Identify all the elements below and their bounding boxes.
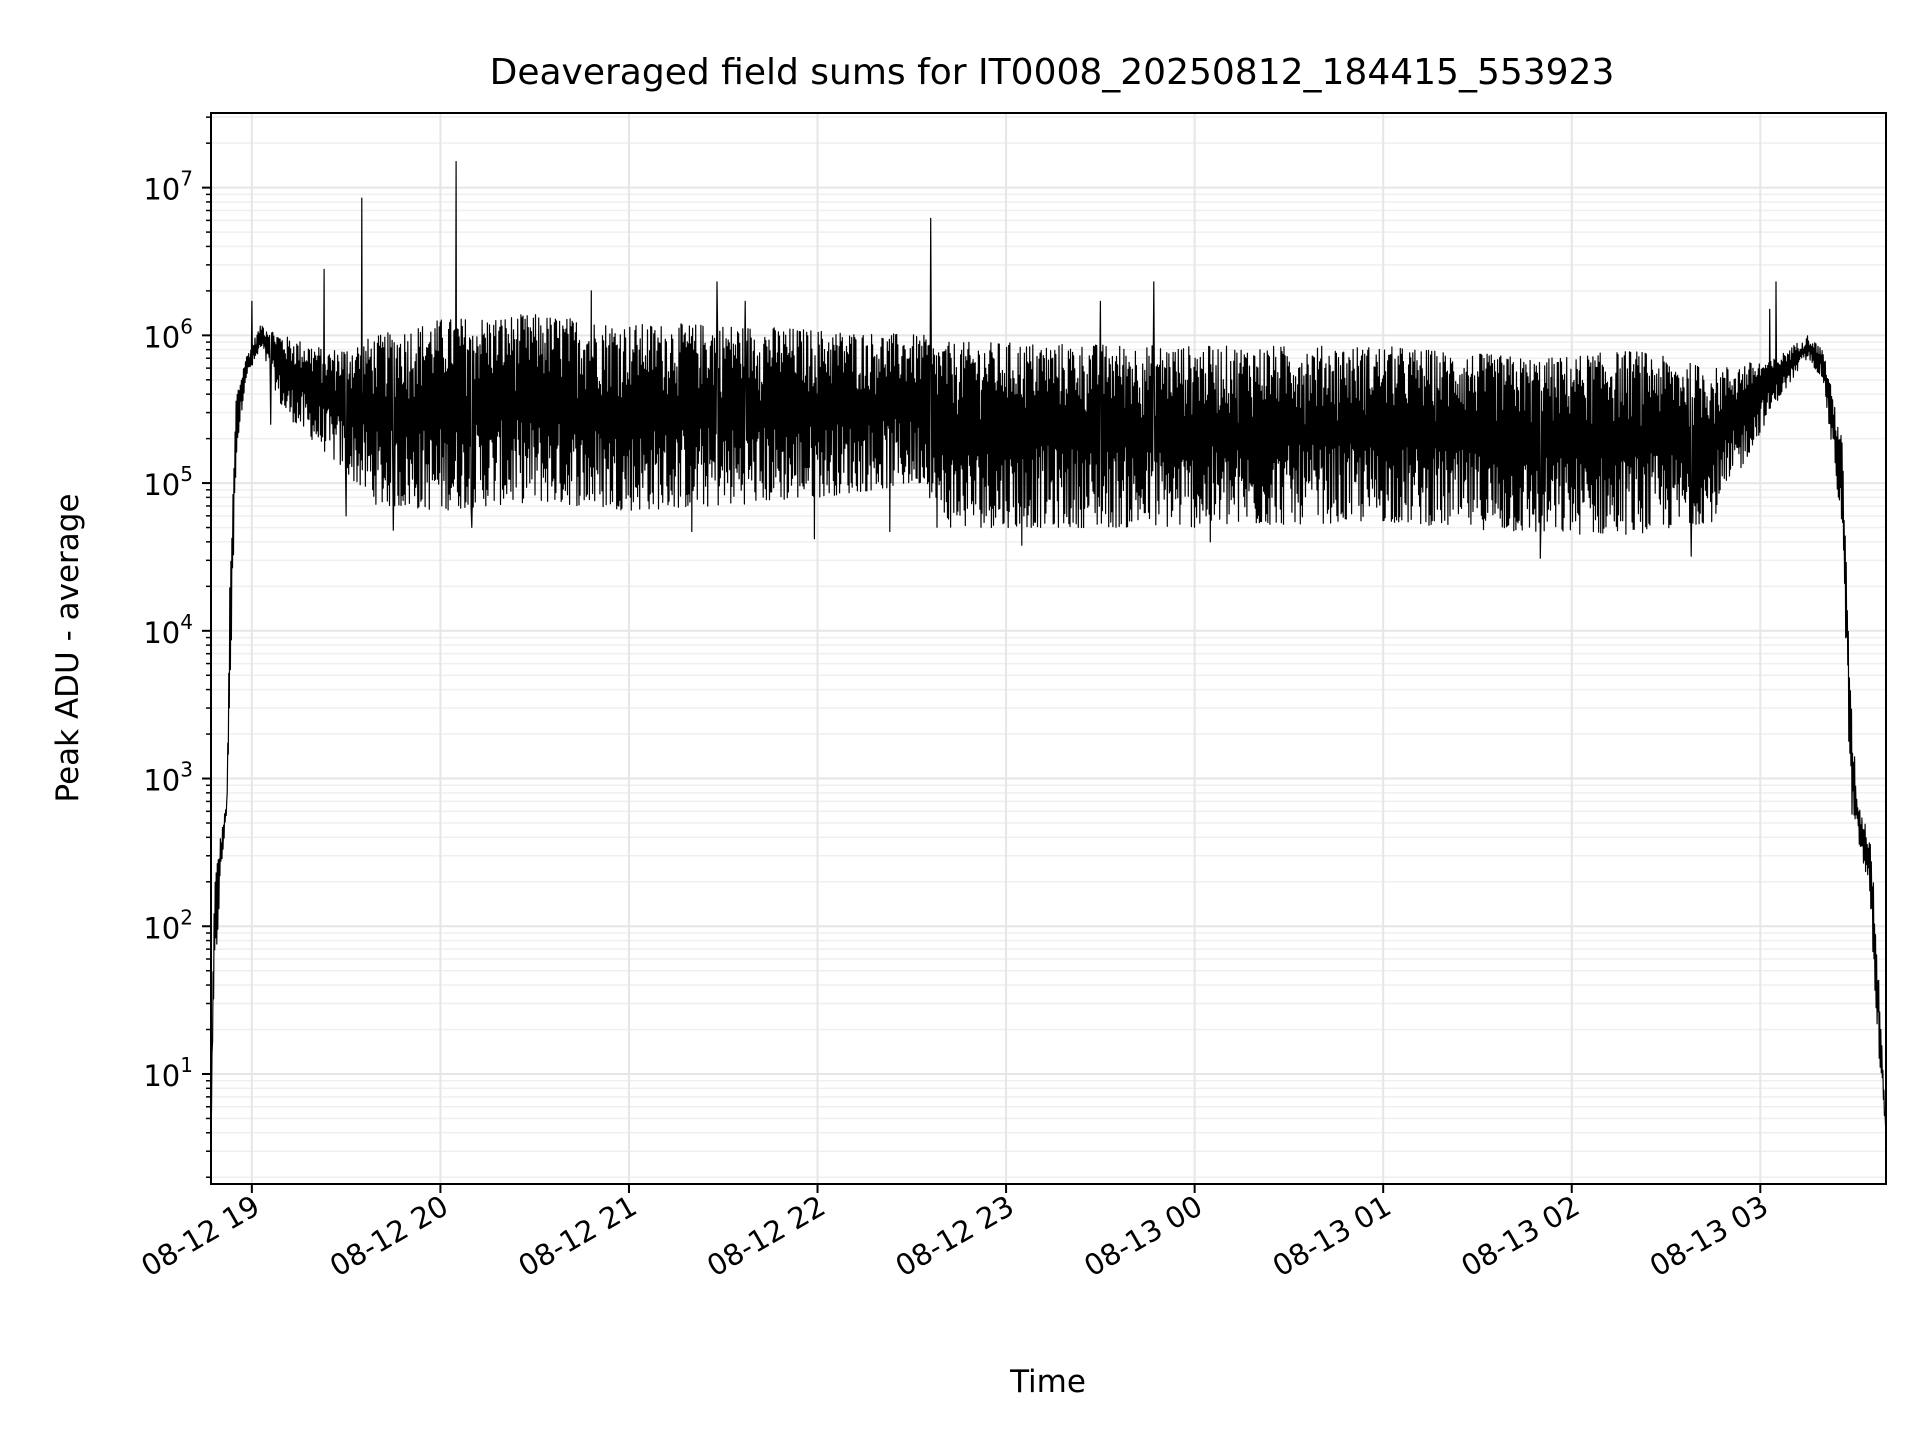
y-tick-label: 104 [143,610,193,650]
y-tick-label: 106 [143,314,193,354]
y-tick-label: 105 [143,462,193,502]
y-axis: 101 102 103 104 105 106 107 [143,116,211,1178]
y-tick-label: 107 [143,167,193,207]
y-tick-label: 101 [143,1053,193,1093]
y-tick-label: 103 [143,758,193,798]
chart-title: Deaveraged field sums for IT0008_2025081… [490,52,1615,93]
data-series [210,161,1887,1133]
y-axis-label: Peak ADU - average [50,493,86,802]
y-tick-label: 102 [143,905,193,945]
grid [211,113,1886,1184]
plot-frame [210,112,1887,1185]
series-line [210,161,1887,1133]
x-axis-label: Time [1009,1364,1086,1400]
